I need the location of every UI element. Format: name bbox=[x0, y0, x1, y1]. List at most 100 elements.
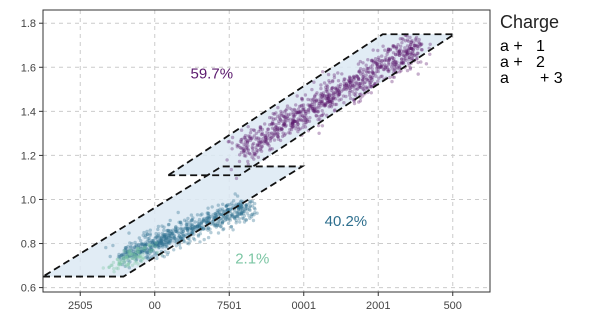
data-point bbox=[366, 58, 370, 62]
data-point bbox=[286, 113, 291, 117]
data-point bbox=[321, 91, 326, 95]
data-point bbox=[324, 88, 328, 92]
data-point bbox=[318, 93, 322, 98]
data-point bbox=[153, 244, 157, 249]
data-point bbox=[167, 229, 171, 233]
data-point bbox=[127, 248, 131, 252]
data-point bbox=[213, 211, 217, 216]
data-point bbox=[238, 139, 243, 144]
data-point bbox=[320, 99, 325, 104]
data-point bbox=[404, 51, 408, 55]
data-point bbox=[155, 237, 160, 241]
data-point bbox=[241, 146, 245, 150]
data-point bbox=[264, 138, 269, 143]
data-point bbox=[312, 94, 317, 98]
data-point bbox=[245, 202, 249, 207]
data-point bbox=[295, 111, 299, 115]
data-point bbox=[357, 69, 362, 73]
data-point bbox=[376, 79, 380, 84]
data-point bbox=[224, 216, 228, 220]
data-point bbox=[119, 253, 124, 258]
data-point bbox=[347, 79, 351, 83]
data-point bbox=[202, 227, 206, 231]
data-point bbox=[298, 127, 302, 131]
data-point bbox=[392, 65, 397, 69]
data-point bbox=[310, 100, 315, 105]
data-point bbox=[344, 81, 348, 86]
data-point bbox=[406, 39, 411, 43]
data-point bbox=[368, 81, 372, 85]
data-point bbox=[133, 245, 137, 249]
data-point bbox=[119, 253, 124, 258]
y-tick-label: 1.4 bbox=[21, 106, 36, 118]
data-point bbox=[265, 137, 270, 141]
data-point bbox=[401, 37, 405, 42]
data-point bbox=[290, 120, 295, 125]
data-point bbox=[327, 99, 331, 103]
data-point bbox=[339, 82, 343, 87]
data-point bbox=[250, 213, 254, 217]
data-point bbox=[292, 119, 297, 124]
data-point bbox=[239, 137, 243, 142]
data-point bbox=[386, 69, 390, 73]
data-point bbox=[357, 82, 361, 86]
data-point bbox=[325, 99, 330, 103]
data-point bbox=[204, 220, 208, 225]
data-point bbox=[142, 248, 146, 253]
data-point bbox=[277, 126, 282, 130]
data-point bbox=[416, 51, 420, 55]
data-point bbox=[391, 58, 395, 63]
data-point bbox=[221, 227, 225, 232]
data-point bbox=[217, 218, 221, 223]
data-point bbox=[354, 74, 359, 78]
data-point bbox=[182, 239, 186, 243]
data-point bbox=[117, 260, 122, 265]
data-point bbox=[332, 95, 336, 100]
data-point bbox=[235, 214, 239, 219]
data-point bbox=[151, 239, 155, 243]
data-point bbox=[330, 86, 334, 90]
data-point bbox=[294, 119, 298, 124]
data-point bbox=[127, 255, 131, 259]
data-point bbox=[253, 153, 258, 157]
data-point bbox=[163, 250, 168, 254]
data-point bbox=[123, 246, 128, 250]
data-point bbox=[330, 103, 335, 107]
data-point bbox=[358, 67, 363, 71]
data-point bbox=[302, 118, 306, 123]
data-point bbox=[400, 52, 404, 56]
data-point bbox=[344, 83, 348, 87]
data-point bbox=[162, 235, 166, 239]
data-point bbox=[216, 219, 221, 224]
data-point bbox=[130, 241, 134, 246]
data-point bbox=[134, 258, 138, 262]
data-point bbox=[304, 121, 308, 125]
data-point bbox=[237, 159, 242, 164]
data-point bbox=[409, 40, 414, 44]
data-point bbox=[213, 212, 218, 216]
data-point bbox=[238, 200, 243, 204]
data-point bbox=[265, 133, 270, 138]
data-point bbox=[237, 210, 241, 214]
data-point bbox=[157, 241, 162, 245]
data-point bbox=[253, 207, 257, 211]
data-point bbox=[239, 140, 244, 144]
data-point bbox=[143, 248, 147, 252]
data-point bbox=[330, 86, 334, 91]
data-point bbox=[122, 256, 127, 261]
data-points bbox=[101, 33, 432, 274]
data-point bbox=[370, 78, 374, 82]
data-point bbox=[410, 56, 415, 60]
data-point bbox=[312, 109, 316, 114]
data-point bbox=[142, 245, 147, 249]
data-point bbox=[231, 228, 235, 232]
data-point bbox=[210, 205, 214, 209]
data-point bbox=[257, 143, 261, 148]
data-point bbox=[146, 256, 150, 261]
data-point bbox=[405, 44, 410, 48]
data-point bbox=[348, 76, 352, 81]
data-point bbox=[323, 102, 328, 106]
data-point bbox=[276, 134, 280, 139]
data-point bbox=[270, 126, 275, 130]
data-point bbox=[134, 245, 138, 250]
